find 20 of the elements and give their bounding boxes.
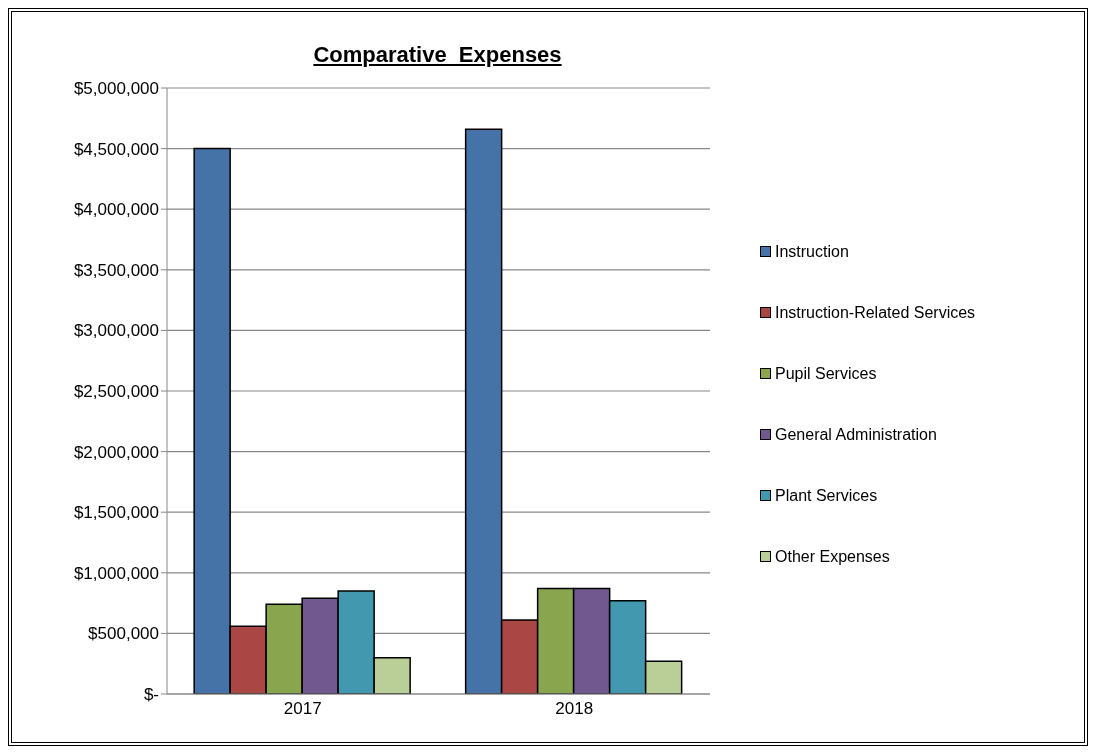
legend-label: Instruction [775, 242, 849, 261]
legend-label: Plant Services [775, 486, 878, 505]
x-tick-label: 2017 [283, 699, 322, 719]
y-tick-label: $500,000 [88, 624, 159, 644]
legend-label: General Administration [775, 425, 937, 444]
y-tick-label: $1,000,000 [73, 563, 159, 583]
y-tick-label: $2,500,000 [73, 382, 159, 402]
y-tick-label: $1,500,000 [73, 503, 159, 523]
y-tick-label: $3,000,000 [73, 321, 159, 341]
legend-label: Pupil Services [775, 364, 877, 383]
legend-label: Instruction-Related Services [775, 303, 976, 322]
chart-title: Comparative Expenses [312, 42, 563, 68]
y-tick-label: $2,000,000 [73, 442, 159, 462]
x-tick-label: 2018 [555, 699, 594, 719]
legend-label: Other Expenses [775, 547, 890, 566]
y-tick-label: $3,500,000 [73, 260, 159, 280]
y-tick-label: $4,000,000 [73, 200, 159, 220]
y-tick-label: $- [143, 685, 159, 705]
y-tick-label: $4,500,000 [73, 139, 159, 159]
y-tick-label: $5,000,000 [73, 79, 159, 99]
